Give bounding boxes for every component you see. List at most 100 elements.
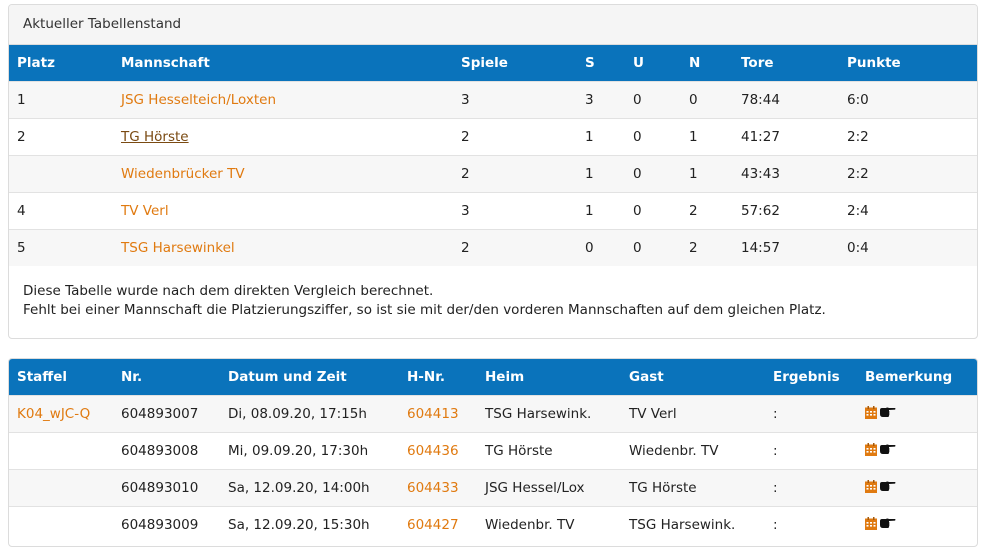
nr-cell: 604893007 (113, 395, 220, 433)
col-staffel[interactable]: Staffel (17, 369, 68, 385)
punkte-cell: 0:4 (839, 229, 977, 266)
s-cell: 1 (577, 192, 625, 230)
table-row: Wiedenbrücker TV 2 1 0 1 43:43 2:2 (9, 155, 977, 193)
tore-cell: 43:43 (733, 155, 839, 193)
col-bemerkung[interactable]: Bemerkung (865, 369, 953, 385)
nr-cell: 604893009 (113, 506, 220, 543)
n-cell: 0 (681, 81, 733, 119)
col-tore[interactable]: Tore (741, 55, 774, 71)
ergebnis-cell: : (765, 395, 857, 433)
col-ergebnis[interactable]: Ergebnis (773, 369, 840, 385)
hnr-link[interactable]: 604436 (407, 443, 459, 459)
n-cell: 1 (681, 118, 733, 156)
standings-heading: Aktueller Tabellenstand (9, 5, 977, 45)
team-link[interactable]: TV Verl (121, 203, 169, 219)
team-link[interactable]: TSG Harsewinkel (121, 240, 235, 256)
staffel-link[interactable]: K04_wJC-Q (17, 406, 91, 422)
spiele-cell: 2 (453, 118, 577, 156)
standings-note: Diese Tabelle wurde nach dem direkten Ve… (9, 266, 977, 320)
heim-cell: TG Hörste (477, 432, 621, 470)
pointing-hand-icon[interactable] (880, 480, 896, 492)
col-datum[interactable]: Datum und Zeit (228, 369, 347, 385)
standings-table: Platz Mannschaft Spiele S U N Tore Punkt… (9, 45, 977, 266)
pointing-hand-icon[interactable] (880, 517, 896, 529)
tore-cell: 14:57 (733, 229, 839, 266)
col-punkte[interactable]: Punkte (847, 55, 901, 71)
table-row: 604893010 Sa, 12.09.20, 14:00h 604433 JS… (9, 469, 977, 507)
tore-cell: 57:62 (733, 192, 839, 230)
s-cell: 3 (577, 81, 625, 119)
col-u[interactable]: U (633, 55, 644, 71)
ergebnis-cell: : (765, 432, 857, 470)
table-row: 5 TSG Harsewinkel 2 0 0 2 14:57 0:4 (9, 229, 977, 266)
calendar-icon[interactable] (865, 516, 877, 530)
s-cell: 0 (577, 229, 625, 266)
spiele-cell: 3 (453, 81, 577, 119)
col-heim[interactable]: Heim (485, 369, 525, 385)
table-row: 604893008 Mi, 09.09.20, 17:30h 604436 TG… (9, 432, 977, 470)
u-cell: 0 (625, 229, 681, 266)
u-cell: 0 (625, 118, 681, 156)
heim-cell: JSG Hessel/Lox (477, 469, 621, 507)
pointing-hand-icon[interactable] (880, 443, 896, 455)
table-row: 4 TV Verl 3 1 0 2 57:62 2:4 (9, 192, 977, 230)
hnr-link[interactable]: 604433 (407, 480, 459, 496)
n-cell: 2 (681, 192, 733, 230)
pointing-hand-icon[interactable] (880, 406, 896, 418)
tore-cell: 78:44 (733, 81, 839, 119)
punkte-cell: 2:2 (839, 118, 977, 156)
n-cell: 2 (681, 229, 733, 266)
u-cell: 0 (625, 192, 681, 230)
col-platz[interactable]: Platz (17, 55, 55, 71)
table-row: 2 TG Hörste 2 1 0 1 41:27 2:2 (9, 118, 977, 156)
s-cell: 1 (577, 118, 625, 156)
col-gast[interactable]: Gast (629, 369, 664, 385)
gast-cell: TV Verl (621, 395, 765, 433)
spiele-cell: 2 (453, 155, 577, 193)
ergebnis-cell: : (765, 506, 857, 543)
hnr-link[interactable]: 604427 (407, 517, 459, 533)
punkte-cell: 2:2 (839, 155, 977, 193)
gast-cell: TSG Harsewink. (621, 506, 765, 543)
note-line-2: Fehlt bei einer Mannschaft die Platzieru… (23, 302, 826, 318)
u-cell: 0 (625, 81, 681, 119)
datum-cell: Sa, 12.09.20, 14:00h (220, 469, 399, 507)
games-panel: Staffel Nr. Datum und Zeit H-Nr. Heim Ga… (8, 358, 978, 547)
col-spiele[interactable]: Spiele (461, 55, 508, 71)
platz-cell (9, 155, 113, 193)
team-link[interactable]: JSG Hesselteich/Loxten (121, 92, 277, 108)
col-mannschaft[interactable]: Mannschaft (121, 55, 210, 71)
standings-header-row: Platz Mannschaft Spiele S U N Tore Punkt… (9, 45, 977, 82)
games-table: Staffel Nr. Datum und Zeit H-Nr. Heim Ga… (9, 359, 977, 543)
heim-cell: Wiedenbr. TV (477, 506, 621, 543)
punkte-cell: 2:4 (839, 192, 977, 230)
datum-cell: Sa, 12.09.20, 15:30h (220, 506, 399, 543)
col-n[interactable]: N (689, 55, 701, 71)
platz-cell: 2 (9, 118, 113, 156)
standings-panel: Aktueller Tabellenstand Platz Mannschaft… (8, 4, 978, 339)
tore-cell: 41:27 (733, 118, 839, 156)
nr-cell: 604893008 (113, 432, 220, 470)
col-nr[interactable]: Nr. (121, 369, 143, 385)
spiele-cell: 2 (453, 229, 577, 266)
n-cell: 1 (681, 155, 733, 193)
table-row: K04_wJC-Q 604893007 Di, 08.09.20, 17:15h… (9, 395, 977, 433)
calendar-icon[interactable] (865, 442, 877, 456)
heim-cell: TSG Harsewink. (477, 395, 621, 433)
note-line-1: Diese Tabelle wurde nach dem direkten Ve… (23, 283, 434, 299)
team-link[interactable]: TG Hörste (121, 129, 189, 145)
games-header-row: Staffel Nr. Datum und Zeit H-Nr. Heim Ga… (9, 359, 977, 396)
datum-cell: Mi, 09.09.20, 17:30h (220, 432, 399, 470)
calendar-icon[interactable] (865, 405, 877, 419)
team-link[interactable]: Wiedenbrücker TV (121, 166, 245, 182)
calendar-icon[interactable] (865, 479, 877, 493)
spiele-cell: 3 (453, 192, 577, 230)
datum-cell: Di, 08.09.20, 17:15h (220, 395, 399, 433)
col-s[interactable]: S (585, 55, 595, 71)
col-hnr[interactable]: H-Nr. (407, 369, 446, 385)
hnr-link[interactable]: 604413 (407, 406, 459, 422)
platz-cell: 5 (9, 229, 113, 266)
table-row: 604893009 Sa, 12.09.20, 15:30h 604427 Wi… (9, 506, 977, 543)
gast-cell: Wiedenbr. TV (621, 432, 765, 470)
platz-cell: 1 (9, 81, 113, 119)
